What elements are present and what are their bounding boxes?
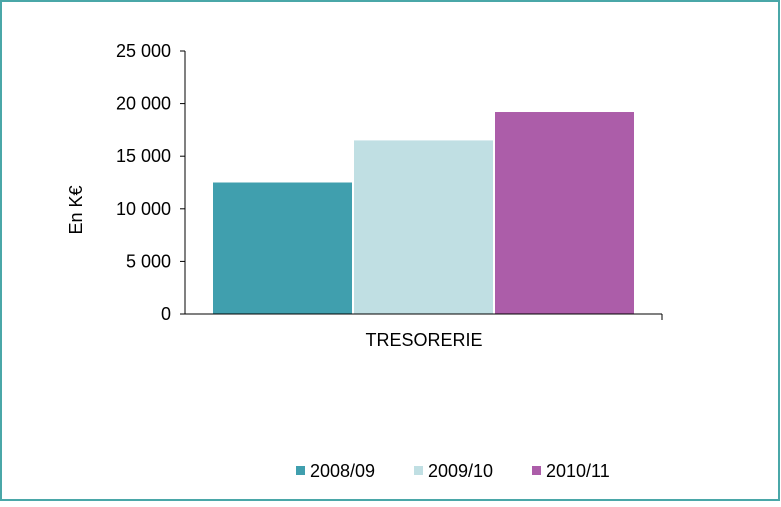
y-tick-label: 25 000 (116, 41, 171, 61)
bar-2009-10 (354, 140, 493, 314)
bar-2008-09 (213, 182, 352, 314)
legend-swatch-2010-11 (532, 466, 541, 475)
axes-layer: 0 5 000 10 000 15 000 20 000 25 000 (116, 41, 663, 324)
legend-label-2009-10: 2009/10 (428, 461, 493, 481)
y-tick-label: 15 000 (116, 146, 171, 166)
y-axis-label: En K€ (66, 185, 86, 234)
x-category-label: TRESORERIE (365, 330, 482, 350)
legend-swatch-2009-10 (414, 466, 423, 475)
legend-label-2008-09: 2008/09 (310, 461, 375, 481)
legend: 2008/09 2009/10 2010/11 (296, 461, 610, 481)
bar-2010-11 (495, 112, 634, 315)
y-tick-label: 0 (161, 304, 171, 324)
y-tick-label: 10 000 (116, 199, 171, 219)
legend-swatch-2008-09 (296, 466, 305, 475)
y-tick-label: 20 000 (116, 94, 171, 114)
bars-layer (213, 112, 634, 315)
y-tick-label: 5 000 (126, 251, 171, 271)
legend-label-2010-11: 2010/11 (546, 461, 610, 481)
